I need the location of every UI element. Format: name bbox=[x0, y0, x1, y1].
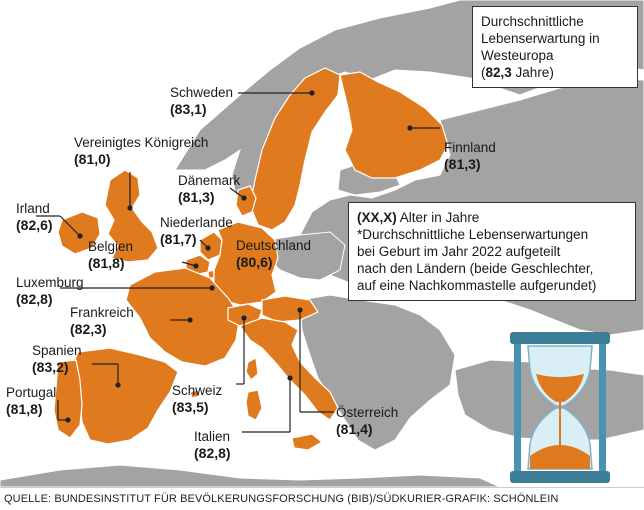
country-oesterreich bbox=[261, 295, 319, 323]
label-niederlande: Niederlande (81,7) bbox=[160, 214, 233, 248]
label-italien-number: 82,8 bbox=[198, 445, 226, 461]
label-schweden-value: (83,1) bbox=[170, 101, 207, 117]
label-schweiz: Schweiz (83,5) bbox=[172, 382, 222, 416]
label-spanien: Spanien (83,2) bbox=[32, 342, 82, 376]
label-deutschland-name: Deutschland bbox=[236, 238, 312, 253]
hourglass-icon bbox=[510, 332, 610, 483]
country-italien-sardinien bbox=[245, 389, 263, 421]
label-luxemburg: Luxemburg (82,8) bbox=[16, 274, 84, 308]
country-finnland bbox=[339, 71, 449, 179]
title-line-3: Westeuropa bbox=[481, 48, 554, 63]
label-luxemburg-value: (82,8) bbox=[16, 291, 53, 307]
label-luxemburg-name: Luxemburg bbox=[16, 275, 84, 290]
label-niederlande-name: Niederlande bbox=[160, 215, 233, 230]
label-oesterreich-name: Österreich bbox=[336, 405, 399, 420]
label-deutschland-value: (80,6) bbox=[236, 254, 273, 270]
title-box: Durchschnittliche Lebenserwartung in Wes… bbox=[472, 6, 638, 88]
label-spanien-value: (83,2) bbox=[32, 359, 69, 375]
label-irland-value: (82,6) bbox=[16, 217, 53, 233]
label-frankreich-value: (82,3) bbox=[70, 321, 107, 337]
label-deutschland-number: 80,6 bbox=[240, 254, 268, 270]
label-schweiz-value: (83,5) bbox=[172, 399, 209, 415]
legend-note-3: nach den Ländern (beide Geschlechter, bbox=[357, 261, 594, 276]
country-italien bbox=[239, 317, 339, 421]
label-italien-value: (82,8) bbox=[194, 445, 231, 461]
label-schweden-number: 83,1 bbox=[174, 101, 202, 117]
legend-box: (XX,X) Alter in Jahre *Durchschnittliche… bbox=[348, 202, 636, 301]
country-vk bbox=[104, 169, 159, 263]
label-finnland-number: 81,3 bbox=[448, 156, 476, 172]
label-oesterreich-value: (81,4) bbox=[336, 421, 373, 437]
country-frankreich bbox=[125, 267, 241, 367]
legend-key: (XX,X) bbox=[357, 210, 397, 225]
label-frankreich-number: 82,3 bbox=[74, 321, 102, 337]
label-portugal: Portugal (81,8) bbox=[6, 384, 56, 418]
label-spanien-number: 83,2 bbox=[36, 359, 64, 375]
label-vk-number: 81,0 bbox=[78, 151, 106, 167]
label-spanien-name: Spanien bbox=[32, 343, 82, 358]
label-niederlande-number: 81,7 bbox=[164, 231, 192, 247]
label-irland-number: 82,6 bbox=[20, 217, 48, 233]
country-portugal bbox=[53, 359, 83, 439]
label-schweden-name: Schweden bbox=[170, 85, 234, 100]
country-italien-sizilien bbox=[291, 433, 324, 451]
label-schweiz-number: 83,5 bbox=[176, 399, 204, 415]
label-daenemark: Dänemark (81,3) bbox=[178, 172, 240, 206]
label-italien: Italien (82,8) bbox=[194, 428, 231, 462]
label-finnland-value: (81,3) bbox=[444, 156, 481, 172]
title-value: (82,3 Jahre) bbox=[481, 65, 554, 80]
country-spanien-balearen bbox=[189, 389, 201, 399]
label-vk: Vereinigtes Königreich (81,0) bbox=[74, 134, 208, 168]
label-belgien-value: (81,8) bbox=[88, 255, 125, 271]
label-irland: Irland (82,6) bbox=[16, 200, 53, 234]
label-oesterreich-number: 81,4 bbox=[340, 421, 368, 437]
country-spanien bbox=[71, 347, 179, 445]
label-portugal-name: Portugal bbox=[6, 385, 57, 400]
label-belgien-number: 81,8 bbox=[92, 255, 120, 271]
label-daenemark-value: (81,3) bbox=[178, 189, 215, 205]
label-luxemburg-number: 82,8 bbox=[20, 291, 48, 307]
country-daenemark bbox=[235, 185, 257, 217]
highlighted-countries bbox=[53, 67, 449, 451]
country-schweden bbox=[249, 67, 341, 231]
label-portugal-value: (81,8) bbox=[6, 401, 43, 417]
country-irland bbox=[57, 211, 101, 255]
label-frankreich-name: Frankreich bbox=[70, 305, 134, 320]
label-schweiz-name: Schweiz bbox=[172, 383, 223, 398]
legend-key-text: Alter in Jahre bbox=[399, 210, 480, 225]
label-schweden: Schweden (83,1) bbox=[170, 84, 233, 118]
legend-note-1: *Durchschnittliche Lebenserwartungen bbox=[357, 227, 589, 242]
label-belgien: Belgien (81,8) bbox=[88, 238, 133, 272]
legend-note-4: auf eine Nachkommastelle aufgerundet) bbox=[357, 278, 597, 293]
label-oesterreich: Österreich (81,4) bbox=[336, 404, 398, 438]
label-daenemark-number: 81,3 bbox=[182, 189, 210, 205]
label-irland-name: Irland bbox=[16, 201, 50, 216]
title-line-2: Lebenserwartung in bbox=[481, 31, 600, 46]
label-deutschland: Deutschland (80,6) bbox=[236, 237, 311, 271]
title-value-unit: Jahre bbox=[515, 65, 550, 80]
label-daenemark-name: Dänemark bbox=[178, 173, 241, 188]
legend-note-2: bei Geburt im Jahr 2022 aufgeteilt bbox=[357, 244, 561, 259]
label-frankreich: Frankreich (82,3) bbox=[70, 304, 134, 338]
label-finnland: Finnland (81,3) bbox=[444, 139, 496, 173]
legend-key-row: (XX,X) Alter in Jahre bbox=[357, 209, 627, 226]
label-niederlande-value: (81,7) bbox=[160, 231, 197, 247]
label-vk-value: (81,0) bbox=[74, 151, 111, 167]
title-line-1: Durchschnittliche bbox=[481, 14, 584, 29]
label-italien-name: Italien bbox=[194, 429, 231, 444]
leader-lines bbox=[36, 90, 440, 433]
label-finnland-name: Finnland bbox=[444, 140, 496, 155]
label-belgien-name: Belgien bbox=[88, 239, 134, 254]
title-value-number: 82,3 bbox=[485, 65, 512, 80]
label-vk-name: Vereinigtes Königreich bbox=[74, 135, 209, 150]
country-frankreich-korsika bbox=[245, 357, 259, 381]
label-portugal-number: 81,8 bbox=[10, 401, 38, 417]
source-line: QUELLE: BUNDESINSTITUT FÜR BEVÖLKERUNGSF… bbox=[0, 487, 644, 509]
